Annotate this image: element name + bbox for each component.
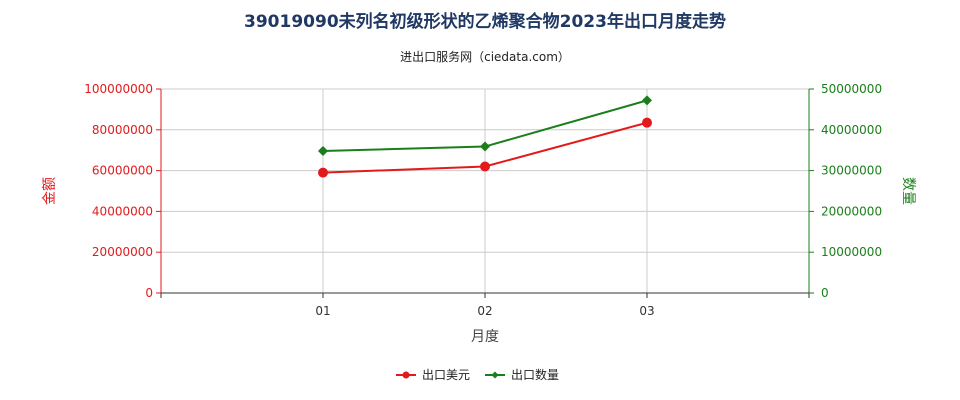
right-tick-label: 10000000 [821,245,882,259]
legend-marker-2 [491,371,499,379]
left-tick-label: 80000000 [92,123,153,137]
right-tick-label: 40000000 [821,123,882,137]
x-tick-label: 01 [315,304,330,318]
legend-label-2: 出口数量 [511,367,559,382]
series-1-point [480,161,490,172]
x-tick-label: 02 [477,304,492,318]
right-tick-label: 30000000 [821,164,882,178]
left-tick-label: 100000000 [84,82,153,96]
right-tick-label: 20000000 [821,204,882,218]
series-1-point [642,117,652,128]
legend-label-1: 出口美元 [422,368,470,382]
series-layer [318,95,652,178]
legend: 出口美元 出口数量 [396,367,559,382]
chart-subtitle: 进出口服务网（ciedata.com） [400,49,570,64]
left-tick-label: 20000000 [92,245,153,259]
right-tick-label: 0 [821,286,829,300]
right-axis-label: 数量 [900,177,916,205]
series-2-point [480,141,490,152]
left-tick-label: 40000000 [92,204,153,218]
left-axis-label: 金额 [42,177,58,205]
left-tick-label: 0 [145,286,153,300]
x-axis-label: 月度 [471,329,499,345]
left-tick-label: 60000000 [92,164,153,178]
left-axis-ticks: 0 20000000 40000000 60000000 80000000 1000000… [84,82,161,300]
right-axis-ticks: 0 10000000 20000000 30000000 40000000 5000000… [809,82,882,300]
right-tick-label: 50000000 [821,82,882,96]
series-2-point [642,95,652,106]
chart-title: 39019090未列名初级形状的乙烯聚合物2023年出口月度走势 [244,11,726,32]
series-2-point [318,146,328,157]
legend-marker-1 [402,371,410,379]
series-1-point [318,167,328,178]
x-axis-ticks: 01 02 03 [160,293,810,318]
x-tick-label: 03 [639,304,654,318]
grid [161,88,810,293]
